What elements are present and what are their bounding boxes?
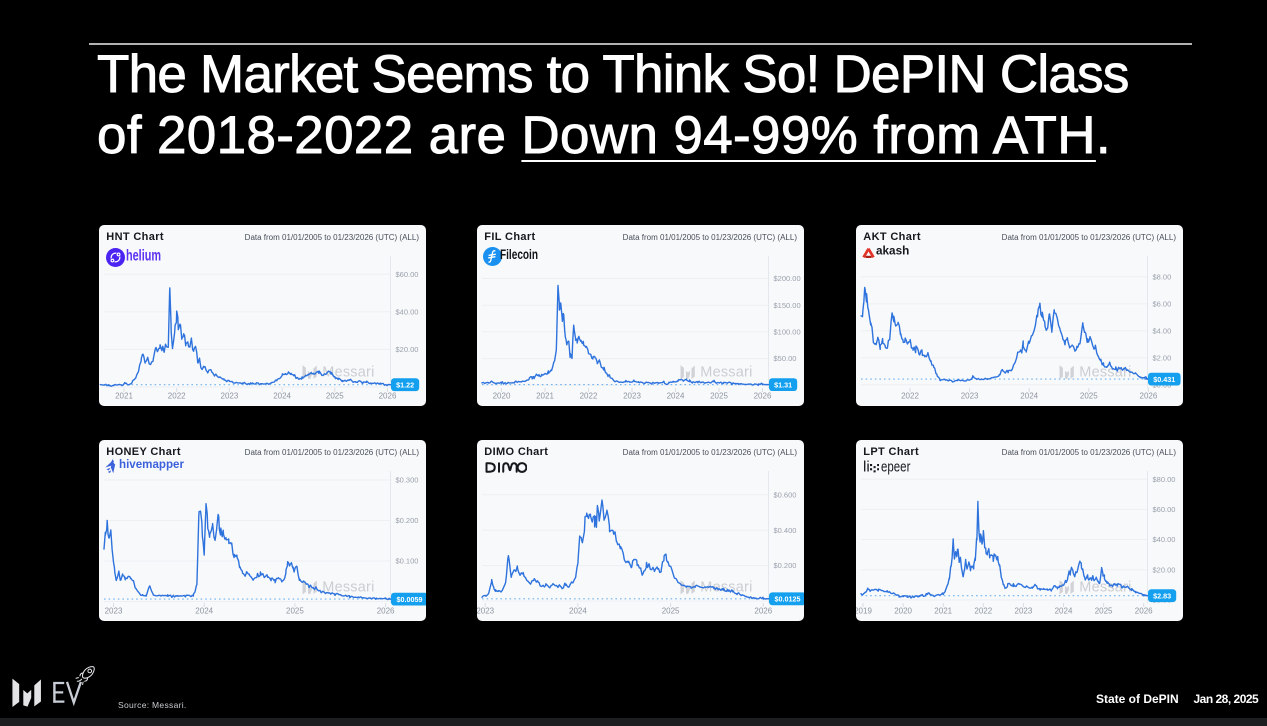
- svg-text:$0.600: $0.600: [774, 490, 797, 499]
- svg-text:li: li: [863, 459, 870, 476]
- svg-text:$60.00: $60.00: [1153, 505, 1176, 514]
- svg-text:2024: 2024: [569, 607, 587, 616]
- svg-text:2024: 2024: [667, 392, 685, 401]
- svg-text:2026: 2026: [754, 392, 772, 401]
- svg-text:2026: 2026: [377, 607, 395, 616]
- svg-text:2023: 2023: [477, 607, 495, 616]
- svg-text:$100.00: $100.00: [774, 328, 801, 337]
- svg-text:$2.83: $2.83: [1153, 591, 1171, 600]
- svg-text:akash: akash: [876, 246, 909, 258]
- svg-text:$40.00: $40.00: [396, 307, 419, 316]
- svg-text:$60.00: $60.00: [396, 270, 419, 279]
- svg-text:2022: 2022: [168, 392, 186, 401]
- svg-text:2023: 2023: [961, 392, 979, 401]
- svg-text:$40.00: $40.00: [1153, 535, 1176, 544]
- svg-text:2024: 2024: [1020, 392, 1038, 401]
- svg-text:2019: 2019: [856, 607, 872, 616]
- svg-text:$0.0125: $0.0125: [775, 595, 801, 604]
- svg-text:2022: 2022: [580, 392, 598, 401]
- svg-text:$50.00: $50.00: [774, 354, 797, 363]
- svg-text:$0.0059: $0.0059: [397, 595, 423, 604]
- svg-text:2024: 2024: [273, 392, 291, 401]
- svg-text:hivemapper: hivemapper: [119, 457, 184, 471]
- svg-text:2023: 2023: [221, 392, 239, 401]
- svg-text:$150.00: $150.00: [774, 301, 801, 310]
- svg-text:2026: 2026: [754, 607, 772, 616]
- svg-text:$20.00: $20.00: [1153, 565, 1176, 574]
- svg-text:2021: 2021: [115, 392, 133, 401]
- svg-text:$0.431: $0.431: [1153, 375, 1175, 384]
- svg-text:Messari: Messari: [700, 580, 752, 596]
- svg-text:$4.00: $4.00: [1153, 327, 1172, 336]
- svg-text:$1.22: $1.22: [396, 380, 414, 389]
- svg-text:2020: 2020: [493, 392, 511, 401]
- svg-text:2023: 2023: [1015, 607, 1033, 616]
- svg-text:2025: 2025: [662, 607, 680, 616]
- svg-text:2020: 2020: [894, 607, 912, 616]
- svg-text:2025: 2025: [710, 392, 728, 401]
- svg-text:epeer: epeer: [881, 459, 910, 476]
- svg-text:$0.200: $0.200: [774, 561, 797, 570]
- svg-text:2023: 2023: [623, 392, 641, 401]
- svg-text:2024: 2024: [195, 607, 213, 616]
- svg-text:2025: 2025: [326, 392, 344, 401]
- svg-text:$80.00: $80.00: [1153, 475, 1176, 484]
- svg-text:2024: 2024: [1055, 607, 1073, 616]
- svg-text:2025: 2025: [1080, 392, 1098, 401]
- svg-text:$20.00: $20.00: [396, 345, 419, 354]
- svg-text:2022: 2022: [974, 607, 992, 616]
- svg-text:2026: 2026: [1135, 607, 1153, 616]
- svg-text:2025: 2025: [1095, 607, 1113, 616]
- svg-text:Filecoin: Filecoin: [500, 246, 538, 262]
- svg-text:Messari: Messari: [322, 580, 374, 596]
- svg-text:$0.200: $0.200: [396, 516, 419, 525]
- svg-text:$2.00: $2.00: [1153, 354, 1172, 363]
- svg-text:2021: 2021: [536, 392, 554, 401]
- svg-text:2026: 2026: [379, 392, 397, 401]
- svg-text:$0.300: $0.300: [396, 476, 419, 485]
- svg-text:2025: 2025: [286, 607, 304, 616]
- svg-text:$200.00: $200.00: [774, 274, 801, 283]
- svg-text:$8.00: $8.00: [1153, 273, 1172, 282]
- svg-text:2023: 2023: [105, 607, 123, 616]
- svg-text:$0.100: $0.100: [396, 557, 419, 566]
- svg-text:2021: 2021: [934, 607, 952, 616]
- svg-text:$0.400: $0.400: [774, 526, 797, 535]
- svg-text:$6.00: $6.00: [1153, 300, 1172, 309]
- svg-text:helium: helium: [126, 248, 161, 265]
- svg-text:2026: 2026: [1140, 392, 1158, 401]
- svg-text:Messari: Messari: [700, 365, 752, 381]
- svg-text:$1.31: $1.31: [774, 380, 792, 389]
- svg-text:2022: 2022: [901, 392, 919, 401]
